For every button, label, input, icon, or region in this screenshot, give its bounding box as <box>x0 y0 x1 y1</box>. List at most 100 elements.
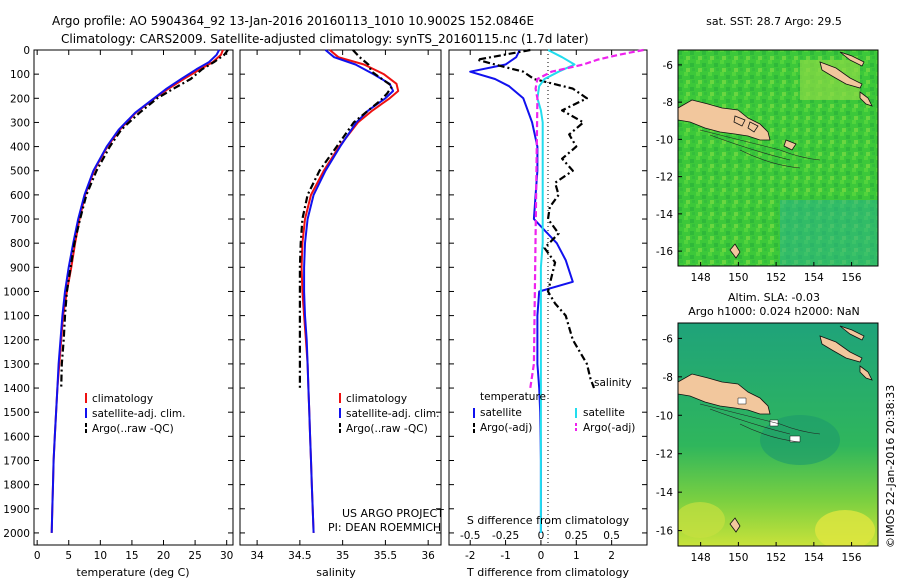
series-climatology <box>300 49 400 533</box>
difference-legend: temperature salinity satellite Argo(-adj… <box>473 377 635 434</box>
bougainville-land <box>859 91 873 107</box>
lon-tick-label: 156 <box>842 272 862 284</box>
difference-series <box>469 48 644 533</box>
credit-project: US ARGO PROJECT <box>342 507 444 520</box>
legend-label-argo: Argo(..raw -QC) <box>92 423 174 435</box>
s-tick-label: 0.25 <box>565 530 588 542</box>
lat-tick-label: -10 <box>656 134 673 146</box>
lon-tick-label: 148 <box>691 272 711 284</box>
sst-map-ticks: 148 150 152 154 156 -6 -8 -10 -12 -14 -16 <box>656 60 862 284</box>
difference-xlabel: T difference from climatology <box>466 566 629 579</box>
series-s-satellite <box>536 49 576 533</box>
salinity-ticks: 34 34.5 35 35.5 36 <box>240 49 441 562</box>
sla-map <box>678 323 878 546</box>
depth-tick-label: 600 <box>10 190 30 202</box>
depth-tick-label: 800 <box>10 238 30 250</box>
legend-label-satellite: satellite-adj. clim. <box>346 408 439 420</box>
temperature-axes <box>33 49 234 546</box>
x-tick-label: 34.5 <box>288 550 311 562</box>
new-guinea-land <box>678 99 771 141</box>
legend-label-s-satellite: satellite <box>583 407 625 419</box>
depth-tick-label: 0 <box>23 45 30 57</box>
lon-tick-label: 152 <box>766 272 786 284</box>
depth-tick-label: 1300 <box>3 359 30 371</box>
difference-ticks: -2 -1 0 1 2 -0.5 -0.25 0 0.25 0.5 <box>449 49 647 562</box>
depth-tick-label: 1500 <box>3 407 30 419</box>
x-tick-label: 10 <box>94 550 107 562</box>
x-tick-label: 2 <box>608 550 615 562</box>
x-tick-label: 0 <box>538 550 545 562</box>
sla-high-patch-east <box>815 510 875 546</box>
lat-tick-label: -6 <box>663 60 674 72</box>
lon-tick-label: 154 <box>804 272 824 284</box>
timestamp-stamp: ©IMOS 22-Jan-2016 20:38:33 <box>884 385 897 548</box>
x-tick-label: -1 <box>500 550 510 562</box>
bougainville-land <box>859 365 873 381</box>
new-ireland-land <box>839 325 865 341</box>
sla-high-patch-west <box>678 502 725 538</box>
lon-tick-label: 148 <box>691 552 711 564</box>
lat-tick-label: -6 <box>663 333 674 345</box>
figure-title-line1: Argo profile: AO 5904364_92 13-Jan-2016 … <box>52 14 534 28</box>
sla-map-frame <box>677 322 879 547</box>
lat-tick-label: -16 <box>656 526 673 538</box>
figure-title-line2: Climatology: CARS2009. Satellite-adjuste… <box>61 32 589 46</box>
temperature-legend: climatology satellite-adj. clim. Argo(..… <box>85 393 185 435</box>
x-tick-label: 30 <box>220 550 233 562</box>
sla-map-ticks: 148 150 152 154 156 -6 -8 -10 -12 -14 -16 <box>656 333 862 564</box>
lat-tick-label: -12 <box>656 172 673 184</box>
depth-tick-label: 900 <box>10 262 30 274</box>
difference-xlabel-top: S difference from climatology <box>467 514 630 527</box>
series-argo-raw-qc <box>60 49 229 389</box>
legend-title-temperature: temperature <box>480 391 546 403</box>
lon-tick-label: 150 <box>728 272 748 284</box>
islands-d-entrecasteaux <box>733 115 759 133</box>
series-t-satellite <box>469 49 574 533</box>
legend-label-satellite: satellite-adj. clim. <box>92 408 185 420</box>
salinity-series <box>298 49 400 533</box>
x-tick-label: -2 <box>465 550 475 562</box>
cape-york-coast <box>729 243 741 259</box>
legend-label-climatology: climatology <box>346 393 407 405</box>
series-s-argo-adj <box>529 48 644 389</box>
new-britain-land <box>819 61 863 89</box>
s-tick-label: 0 <box>538 530 545 542</box>
depth-tick-label: 1600 <box>3 431 30 443</box>
temperature-ticks: 0100200300400500600700800900100011001200… <box>3 45 233 562</box>
lat-tick-label: -8 <box>663 372 673 384</box>
series-satellite-adj-clim <box>50 49 220 533</box>
lon-tick-label: 152 <box>766 552 786 564</box>
depth-tick-label: 1900 <box>3 504 30 516</box>
depth-tick-label: 1400 <box>3 383 30 395</box>
lon-tick-label: 154 <box>804 552 824 564</box>
x-tick-label: 34 <box>250 550 264 562</box>
legend-label-s-argo: Argo(-adj) <box>583 422 635 434</box>
lat-tick-label: -14 <box>656 209 673 221</box>
sla-map-title-line2: Argo h1000: 0.024 h2000: NaN <box>688 305 860 318</box>
series-satellite-adj-clim <box>303 49 395 533</box>
lon-tick-label: 156 <box>842 552 862 564</box>
depth-tick-label: 1800 <box>3 480 30 492</box>
sst-map <box>678 50 878 266</box>
lat-tick-label: -8 <box>663 97 673 109</box>
depth-tick-label: 1000 <box>3 286 30 298</box>
x-tick-label: 20 <box>157 550 170 562</box>
depth-tick-label: 1700 <box>3 455 30 467</box>
s-tick-label: -0.25 <box>492 530 519 542</box>
new-guinea-land <box>678 373 771 415</box>
bathymetry-contours <box>699 129 821 169</box>
depth-tick-label: 1200 <box>3 335 30 347</box>
depth-tick-label: 1100 <box>3 311 30 323</box>
x-tick-label: 0 <box>34 550 41 562</box>
depth-tick-label: 500 <box>10 166 30 178</box>
lat-tick-label: -10 <box>656 410 673 422</box>
series-climatology <box>50 49 224 533</box>
depth-tick-label: 700 <box>10 214 30 226</box>
depth-tick-label: 400 <box>10 142 30 154</box>
s-tick-label: -0.5 <box>460 530 481 542</box>
depth-tick-label: 2000 <box>3 528 30 540</box>
x-tick-label: 35 <box>336 550 349 562</box>
salinity-axes <box>239 49 442 546</box>
credit-pi: PI: DEAN ROEMMICH <box>328 521 441 534</box>
sla-map-title-line1: Altim. SLA: -0.03 <box>728 291 820 304</box>
